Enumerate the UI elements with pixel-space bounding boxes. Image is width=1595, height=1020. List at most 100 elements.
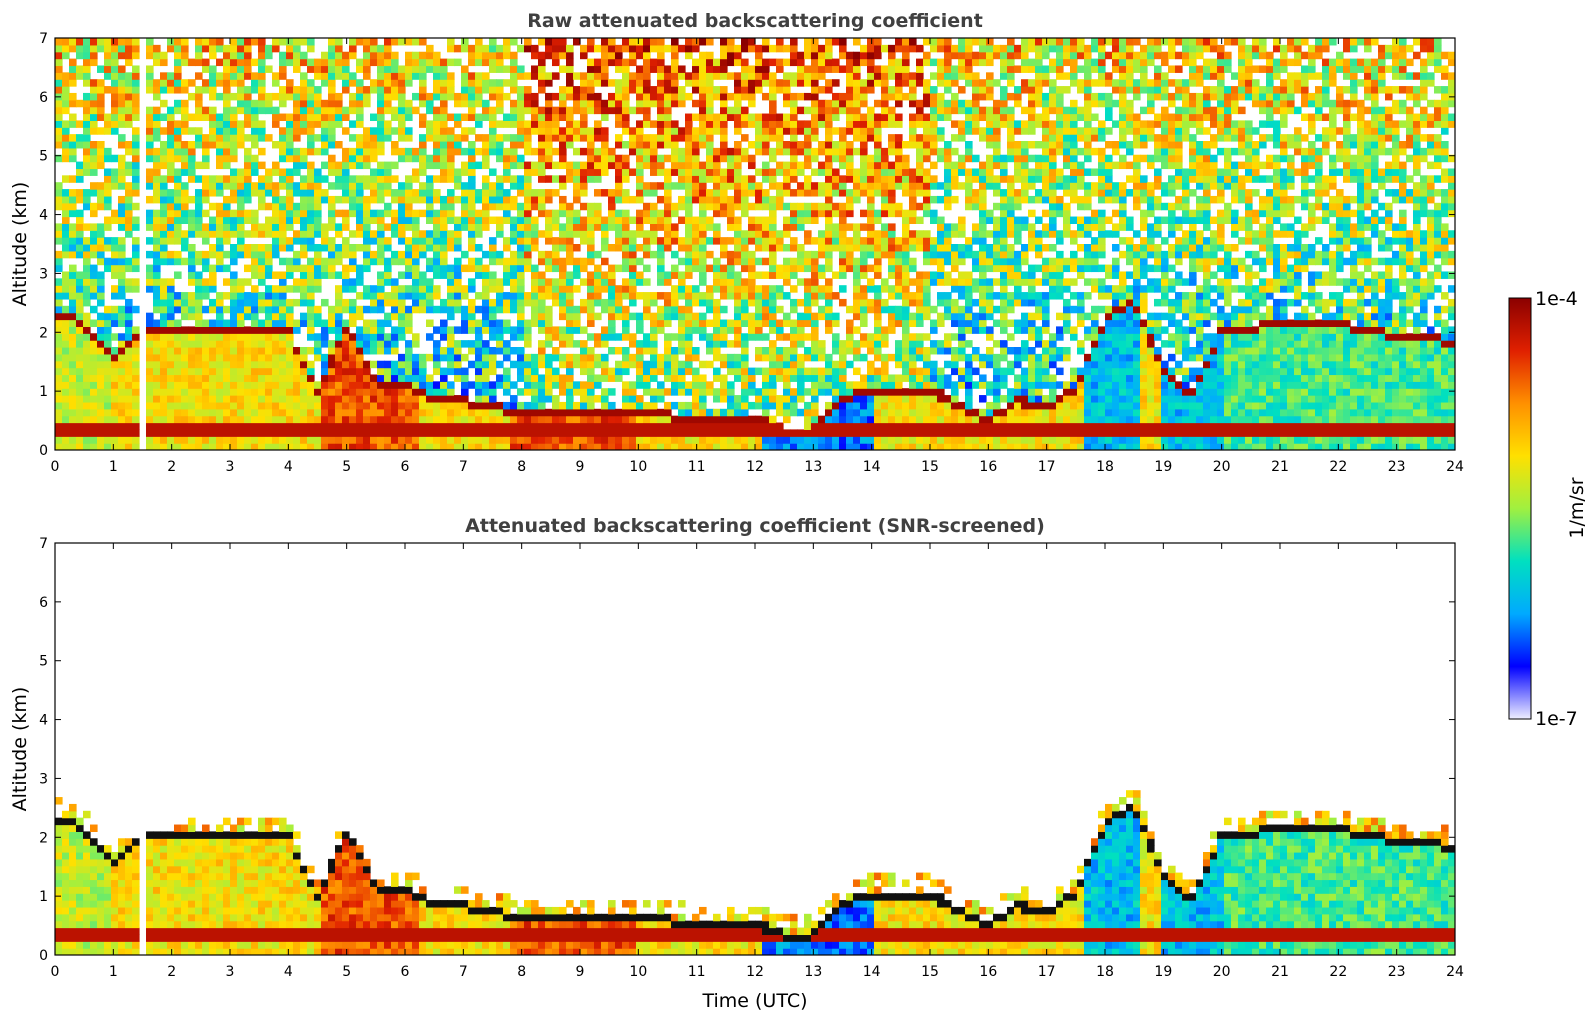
heatmap-cell bbox=[531, 388, 539, 396]
heatmap-cell bbox=[237, 250, 245, 259]
heatmap-cell bbox=[720, 250, 728, 259]
heatmap-cell bbox=[468, 189, 476, 197]
heatmap-cell bbox=[104, 72, 112, 80]
heatmap-cell bbox=[251, 38, 259, 46]
heatmap-cell bbox=[349, 161, 357, 170]
heatmap-cell bbox=[216, 408, 224, 417]
heatmap-cell bbox=[216, 223, 224, 231]
heatmap-cell bbox=[517, 106, 525, 115]
heatmap-cell bbox=[748, 72, 756, 80]
heatmap-cell bbox=[83, 388, 91, 396]
heatmap-cell bbox=[545, 38, 553, 46]
heatmap-cell bbox=[692, 86, 700, 94]
heatmap-cell bbox=[384, 79, 392, 87]
heatmap-cell bbox=[384, 436, 392, 444]
heatmap-cell bbox=[685, 360, 693, 369]
heatmap-cell bbox=[790, 271, 798, 279]
heatmap-cell bbox=[377, 285, 385, 293]
heatmap-cell bbox=[657, 292, 665, 300]
heatmap-cell bbox=[482, 271, 490, 279]
heatmap-cell bbox=[447, 72, 455, 80]
heatmap-cell bbox=[111, 51, 119, 60]
heatmap-cell bbox=[279, 209, 287, 218]
heatmap-cell bbox=[622, 223, 630, 231]
heatmap-cell bbox=[223, 326, 231, 334]
heatmap-cell bbox=[706, 223, 714, 231]
heatmap-cell bbox=[762, 298, 770, 307]
heatmap-cell bbox=[657, 58, 665, 67]
heatmap-cell bbox=[188, 298, 196, 307]
heatmap-cell bbox=[244, 422, 252, 430]
heatmap-cell bbox=[706, 298, 714, 307]
heatmap-cell bbox=[545, 381, 553, 389]
heatmap-cell bbox=[643, 367, 651, 376]
heatmap-cell bbox=[650, 99, 658, 108]
heatmap-cell bbox=[433, 141, 441, 149]
heatmap-cell bbox=[545, 120, 553, 128]
heatmap-cell bbox=[223, 223, 231, 231]
heatmap-cell bbox=[132, 99, 140, 108]
heatmap-cell bbox=[97, 298, 105, 307]
heatmap-cell bbox=[748, 175, 756, 183]
heatmap-cell bbox=[293, 388, 301, 396]
heatmap-cell bbox=[370, 347, 378, 355]
heatmap-cell bbox=[384, 360, 392, 369]
heatmap-cell bbox=[97, 367, 105, 376]
heatmap-cell bbox=[258, 79, 266, 87]
heatmap-cell bbox=[503, 216, 511, 224]
heatmap-cell bbox=[265, 250, 273, 259]
heatmap-cell bbox=[293, 250, 301, 259]
heatmap-cell bbox=[482, 367, 490, 376]
heatmap-cell bbox=[489, 51, 497, 60]
heatmap-cell bbox=[335, 120, 343, 128]
heatmap-cell bbox=[237, 230, 245, 238]
heatmap-cell bbox=[552, 422, 560, 430]
heatmap-cell bbox=[69, 72, 77, 80]
heatmap-cell bbox=[307, 182, 315, 190]
heatmap-cell bbox=[405, 38, 413, 46]
heatmap-cell bbox=[181, 395, 189, 403]
heatmap-cell bbox=[90, 202, 98, 211]
heatmap-cell bbox=[587, 367, 595, 376]
heatmap-cell bbox=[790, 374, 798, 382]
heatmap-cell bbox=[587, 353, 595, 362]
heatmap-cell bbox=[83, 134, 91, 142]
heatmap-cell bbox=[160, 401, 168, 410]
heatmap-cell bbox=[552, 436, 560, 444]
heatmap-cell bbox=[181, 443, 189, 450]
heatmap-cell bbox=[699, 257, 707, 266]
heatmap-cell bbox=[433, 250, 441, 259]
heatmap-cell bbox=[55, 106, 63, 115]
heatmap-cell bbox=[643, 72, 651, 80]
heatmap-cell bbox=[69, 319, 77, 327]
heatmap-cell bbox=[566, 408, 574, 417]
heatmap-cell bbox=[118, 223, 126, 231]
heatmap-cell bbox=[426, 120, 434, 128]
heatmap-cell bbox=[636, 429, 644, 437]
heatmap-cell bbox=[314, 257, 322, 266]
heatmap-cell bbox=[531, 244, 539, 252]
heatmap-cell bbox=[286, 353, 294, 362]
heatmap-cell bbox=[321, 388, 329, 396]
heatmap-cell bbox=[342, 443, 350, 450]
heatmap-cell bbox=[286, 182, 294, 190]
heatmap-cell bbox=[447, 202, 455, 211]
heatmap-cell bbox=[125, 360, 133, 369]
heatmap-cell bbox=[615, 244, 623, 252]
heatmap-cell bbox=[90, 395, 98, 403]
heatmap-cell bbox=[601, 134, 609, 142]
heatmap-cell bbox=[202, 195, 210, 204]
heatmap-cell bbox=[125, 408, 133, 417]
heatmap-cell bbox=[706, 92, 714, 101]
heatmap-cell bbox=[713, 305, 721, 314]
heatmap-cell bbox=[356, 141, 364, 149]
heatmap-cell bbox=[580, 72, 588, 80]
heatmap-cell bbox=[594, 408, 602, 417]
heatmap-cell bbox=[384, 134, 392, 142]
heatmap-cell bbox=[776, 305, 784, 314]
heatmap-cell bbox=[265, 367, 273, 376]
heatmap-cell bbox=[342, 189, 350, 197]
heatmap-cell bbox=[629, 58, 637, 67]
heatmap-cell bbox=[447, 353, 455, 362]
